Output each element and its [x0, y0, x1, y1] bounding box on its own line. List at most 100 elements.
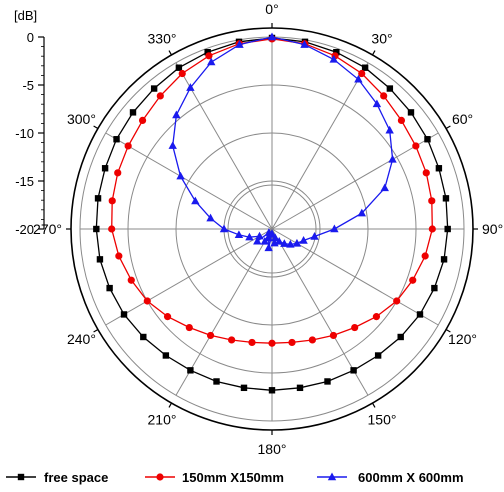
data-point-triangle: [172, 110, 181, 119]
frame-tick: [168, 50, 173, 56]
data-point-triangle: [176, 171, 185, 180]
data-point-circle: [409, 276, 417, 284]
data-point-circle: [108, 197, 116, 205]
data-point-circle: [206, 331, 215, 340]
data-point-square: [268, 387, 276, 394]
data-point-circle: [108, 225, 116, 233]
legend-label: free space: [44, 470, 108, 485]
data-point-square: [120, 311, 128, 318]
angle-label-90: 90°: [482, 221, 503, 237]
data-point-triangle: [300, 40, 309, 48]
frame-tick: [445, 125, 451, 130]
data-point-square: [296, 384, 304, 392]
data-point-triangle: [292, 238, 302, 247]
data-point-triangle: [191, 196, 200, 205]
data-point-triangle: [234, 230, 244, 239]
angle-label-330: 330°: [148, 30, 177, 46]
data-point-circle: [114, 169, 122, 177]
data-point-triangle: [329, 54, 338, 63]
data-point-triangle: [372, 99, 382, 108]
data-point-triangle: [219, 224, 229, 233]
data-point-square: [94, 195, 102, 202]
radial-axis: [dB] 0 -5 -10 -15 -20: [14, 8, 45, 237]
data-point-circle: [422, 169, 430, 177]
data-point-circle: [124, 142, 132, 150]
legend-label: 150mm X150mm: [182, 470, 284, 485]
data-point-triangle: [271, 233, 280, 242]
data-point-triangle: [280, 239, 289, 247]
legend: free space 150mm X150mm 600mm X 600mm: [6, 470, 464, 485]
data-point-circle: [115, 252, 123, 260]
radial-tick-label: -20: [15, 222, 34, 237]
grid-spoke: [271, 62, 369, 230]
data-point-square: [96, 256, 104, 263]
data-point-triangle: [388, 154, 397, 163]
data-point-triangle: [385, 125, 394, 134]
data-point-square: [431, 284, 438, 292]
data-point-circle: [163, 313, 172, 321]
data-point-square: [140, 333, 147, 341]
angle-label-240: 240°: [67, 331, 96, 347]
data-point-circle: [428, 197, 436, 205]
data-point-square: [435, 165, 443, 172]
data-point-circle: [329, 331, 338, 340]
data-point-square: [397, 333, 404, 341]
angle-label-150: 150°: [368, 412, 397, 428]
data-point-square: [444, 225, 451, 233]
angle-label-60: 60°: [452, 111, 473, 127]
legend-label: 600mm X 600mm: [358, 470, 464, 485]
angle-label-0: 0°: [265, 1, 278, 17]
radial-tick-label: -10: [15, 126, 34, 141]
data-point-square: [150, 85, 158, 92]
data-point-triangle: [264, 243, 273, 252]
data-point-circle: [178, 69, 186, 78]
grid-spoke: [105, 132, 273, 230]
data-point-circle: [308, 336, 316, 344]
data-point-circle: [351, 323, 359, 332]
data-point-triangle: [235, 40, 244, 48]
radial-tick-label: 0: [27, 30, 34, 45]
data-point-square: [386, 85, 394, 92]
data-point-square: [106, 284, 113, 292]
data-point-circle: [156, 473, 164, 481]
unit-label: [dB]: [14, 8, 37, 23]
angle-label-210: 210°: [148, 412, 177, 428]
frame-tick: [168, 402, 173, 408]
series-3: [168, 32, 397, 252]
data-point-circle: [412, 142, 420, 150]
data-point-triangle: [168, 141, 177, 149]
data-point-circle: [228, 336, 236, 344]
data-point-circle: [248, 338, 256, 347]
data-point-triangle: [186, 83, 195, 91]
angle-label-120: 120°: [448, 331, 477, 347]
data-point-square: [204, 48, 211, 56]
series-layer: [93, 32, 451, 394]
data-point-triangle: [354, 74, 363, 83]
data-point-triangle: [245, 232, 254, 241]
data-point-square: [361, 64, 369, 71]
data-point-square: [350, 367, 357, 374]
data-point-triangle: [255, 231, 264, 240]
data-point-triangle: [286, 239, 295, 248]
frame-tick: [445, 328, 451, 333]
data-point-triangle: [310, 232, 319, 240]
data-point-circle: [288, 338, 296, 347]
data-point-circle: [143, 297, 151, 305]
data-point-square: [93, 225, 100, 233]
data-point-circle: [127, 276, 135, 284]
data-point-square: [113, 136, 120, 143]
data-point-circle: [397, 116, 406, 124]
angle-label-180: 180°: [258, 441, 287, 457]
frame-tick: [93, 125, 99, 130]
data-point-triangle: [299, 235, 308, 244]
data-point-square: [17, 473, 25, 481]
data-point-triangle: [330, 224, 339, 233]
grid-spoke: [105, 228, 273, 326]
data-point-triangle: [264, 228, 274, 236]
data-point-square: [187, 367, 194, 374]
data-point-circle: [205, 52, 213, 60]
angle-labels: 0° 30° 60° 90° 120° 150° 180° 210° 240° 270° 300° 3…: [33, 1, 503, 457]
angle-label-300: 300°: [67, 111, 96, 127]
series-1: [93, 34, 451, 394]
data-point-square: [324, 378, 331, 385]
